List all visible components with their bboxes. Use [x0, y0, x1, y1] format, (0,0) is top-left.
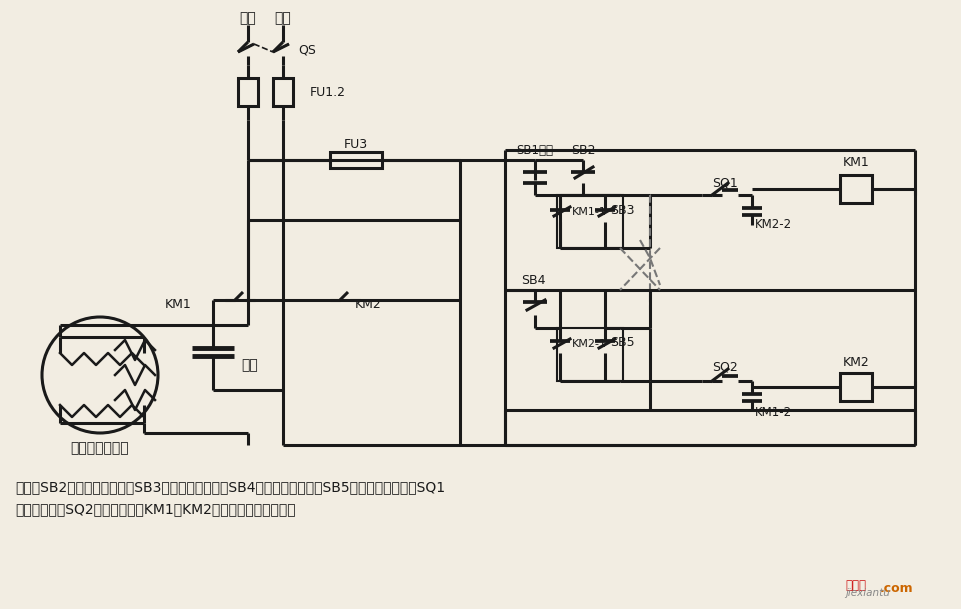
Bar — [556, 195, 623, 248]
Text: SQ1: SQ1 — [711, 177, 737, 189]
Text: 单相电容电动机: 单相电容电动机 — [70, 441, 129, 455]
Text: KM2: KM2 — [355, 298, 382, 311]
Text: SB2: SB2 — [570, 144, 595, 158]
Text: 为最高限位，SQ2为最低限位。KM1、KM2可用中间继电器代替。: 为最高限位，SQ2为最低限位。KM1、KM2可用中间继电器代替。 — [15, 502, 295, 516]
Bar — [330, 152, 382, 168]
Text: KM2-1: KM2-1 — [572, 339, 606, 349]
Bar — [273, 78, 293, 106]
Text: KM1: KM1 — [165, 298, 192, 311]
Text: KM1-1: KM1-1 — [572, 207, 606, 217]
Bar — [839, 373, 871, 401]
Text: KM1-2: KM1-2 — [754, 406, 791, 420]
Bar — [556, 328, 623, 381]
Text: KM2: KM2 — [842, 356, 869, 370]
Text: .com: .com — [879, 582, 913, 595]
Text: 接线图: 接线图 — [844, 579, 865, 592]
Bar — [237, 78, 258, 106]
Text: SB3: SB3 — [609, 203, 634, 217]
Text: KM1: KM1 — [842, 155, 869, 169]
Text: 说明：SB2为上升启动按钮，SB3为上升点动按钮，SB4为下降启动按钮，SB5为下降点动按钮；SQ1: 说明：SB2为上升启动按钮，SB3为上升点动按钮，SB4为下降启动按钮，SB5为… — [15, 480, 445, 494]
Text: SQ2: SQ2 — [711, 361, 737, 373]
Text: SB4: SB4 — [520, 273, 545, 286]
Text: FU1.2: FU1.2 — [309, 85, 346, 99]
Text: 电容: 电容 — [241, 358, 259, 372]
Text: KM2-2: KM2-2 — [754, 219, 791, 231]
Text: SB1停止: SB1停止 — [516, 144, 553, 158]
Text: 火线: 火线 — [239, 11, 257, 25]
Text: jiexiantu: jiexiantu — [844, 588, 889, 598]
Bar — [839, 175, 871, 203]
Text: QS: QS — [298, 43, 315, 57]
Text: FU3: FU3 — [344, 138, 368, 150]
Text: SB5: SB5 — [609, 337, 634, 350]
Text: 零线: 零线 — [274, 11, 291, 25]
